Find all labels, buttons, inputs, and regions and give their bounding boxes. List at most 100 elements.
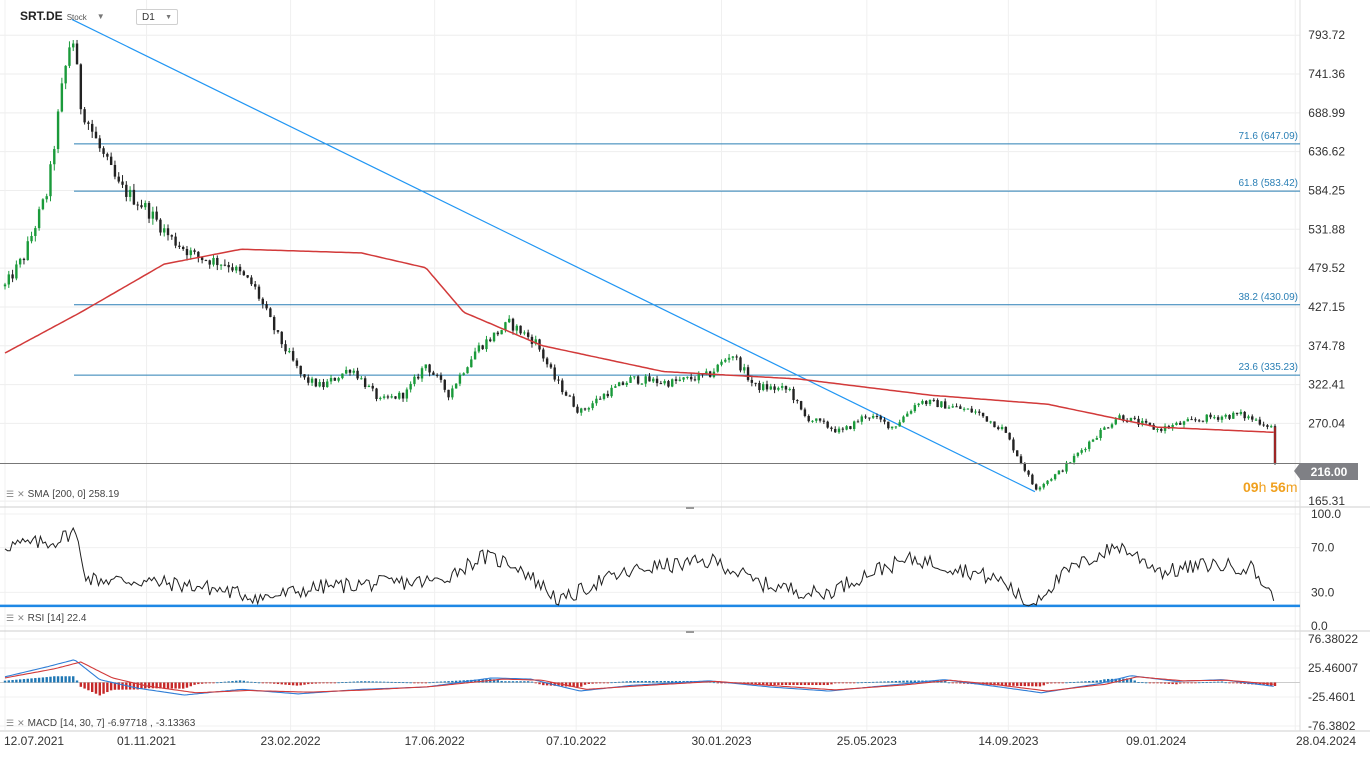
menu-icon[interactable]: ☰ [6, 613, 15, 623]
sma-legend: ☰ ✕ SMA [200, 0] 258.19 [6, 489, 119, 500]
candle-body [477, 345, 481, 352]
chevron-down-icon[interactable]: ▼ [165, 13, 172, 21]
macd-histogram-bar [902, 680, 905, 683]
rsi-layer [0, 526, 1300, 608]
macd-histogram-bar [102, 682, 105, 694]
macd-histogram-bar [1080, 681, 1083, 683]
candle-body [155, 211, 158, 220]
candle-body [439, 375, 443, 380]
macd-histogram-bar [871, 681, 875, 683]
macd-histogram-bar [962, 682, 966, 684]
grid [0, 0, 1300, 730]
bar-countdown: 09h 56m [1243, 479, 1298, 495]
candle-body [644, 376, 647, 384]
macd-histogram-bar [257, 682, 261, 684]
menu-icon[interactable]: ☰ [6, 489, 15, 499]
fib-level-label: 23.6 (335.23) [1239, 362, 1299, 373]
macd-histogram-bar [852, 682, 856, 684]
candles [3, 39, 1277, 492]
macd-histogram-bar [1095, 680, 1099, 683]
price-axis-label: 793.72 [1308, 28, 1345, 42]
macd-histogram-bar [997, 682, 1000, 686]
macd-histogram-bar [1235, 682, 1239, 684]
close-icon[interactable]: ✕ [17, 613, 25, 623]
candle-body [352, 370, 355, 373]
fibonacci-levels[interactable]: 71.6 (647.09) 61.8 (583.42) 38.2 (430.09) 2… [74, 131, 1300, 376]
candle-body [147, 203, 151, 219]
macd-histogram-bar [147, 682, 151, 689]
menu-icon[interactable]: ☰ [6, 718, 15, 728]
candle-body [1129, 417, 1133, 423]
macd-histogram-bar [344, 681, 348, 683]
macd-histogram-bar [508, 681, 511, 683]
macd-histogram-bar [68, 676, 71, 683]
candle-body [458, 374, 462, 384]
candle-body [409, 383, 412, 390]
macd-histogram-bar [136, 682, 139, 690]
candle-body [773, 386, 776, 390]
macd-histogram-bar [34, 678, 37, 683]
close-icon[interactable]: ✕ [17, 718, 25, 728]
candle-body [269, 308, 272, 318]
candle-body [1046, 480, 1049, 484]
date-axis-label: 23.02.2022 [261, 734, 321, 748]
candle-body [625, 382, 628, 385]
trendline-layer[interactable] [71, 18, 1036, 493]
candle-body [580, 408, 583, 413]
macd-legend: ☰ ✕ MACD [14, 30, 7] -6.97718, -3.13363 [6, 718, 196, 729]
candle-body [981, 412, 985, 417]
macd-histogram-bar [151, 682, 155, 689]
symbol-header[interactable]: SRT.DE Stock ▼ [20, 9, 105, 23]
candle-body [242, 271, 246, 276]
candle-body [1069, 462, 1072, 464]
candle-body [633, 376, 636, 378]
candle-body [83, 109, 86, 123]
macd-histogram-bar [98, 682, 101, 696]
candle-body [128, 189, 132, 197]
date-axis-label: 09.01.2024 [1126, 734, 1186, 748]
macd-histogram-bar [307, 682, 310, 685]
candle-body [1057, 470, 1061, 475]
candle-body [515, 325, 518, 331]
macd-histogram-bar [1106, 678, 1110, 683]
candle-body [1148, 422, 1152, 425]
candle-body [219, 264, 223, 266]
candle-body [197, 251, 200, 258]
candle-body [185, 249, 189, 256]
candle-body [481, 345, 484, 350]
close-icon[interactable]: ✕ [17, 489, 25, 499]
candle-body [610, 387, 613, 397]
candle-body [508, 318, 511, 323]
candle-body [109, 156, 113, 165]
macd-histogram-bar [906, 680, 909, 683]
macd-histogram-bar [811, 682, 814, 686]
macd-histogram-bar [360, 681, 363, 683]
chevron-down-icon[interactable]: ▼ [96, 11, 105, 21]
macd-histogram-bar [405, 682, 409, 684]
candle-body [765, 384, 769, 390]
timeframe-select[interactable]: D1 ▼ [136, 9, 178, 25]
candle-body [212, 257, 215, 265]
candle-body [928, 399, 932, 405]
macd-histogram-bar [526, 681, 530, 683]
macd-histogram-bar [633, 680, 636, 683]
macd-histogram-bar [473, 679, 477, 683]
macd-histogram-bar [1061, 682, 1064, 684]
candle-body [235, 266, 238, 271]
candle-body [671, 379, 674, 387]
macd-axis-label: 25.46007 [1308, 661, 1358, 675]
panel-separators [0, 0, 1370, 732]
candle-body [564, 392, 568, 396]
candle-body [329, 377, 333, 382]
candle-body [720, 361, 723, 365]
macd-histogram-bar [477, 679, 481, 683]
macd-histogram-bar [458, 680, 462, 683]
candle-body [87, 122, 90, 124]
candle-body [1213, 417, 1216, 419]
macd-histogram-bar [1133, 680, 1136, 683]
candle-body [401, 392, 405, 399]
candle-body [443, 379, 446, 390]
candle-body [572, 396, 575, 407]
